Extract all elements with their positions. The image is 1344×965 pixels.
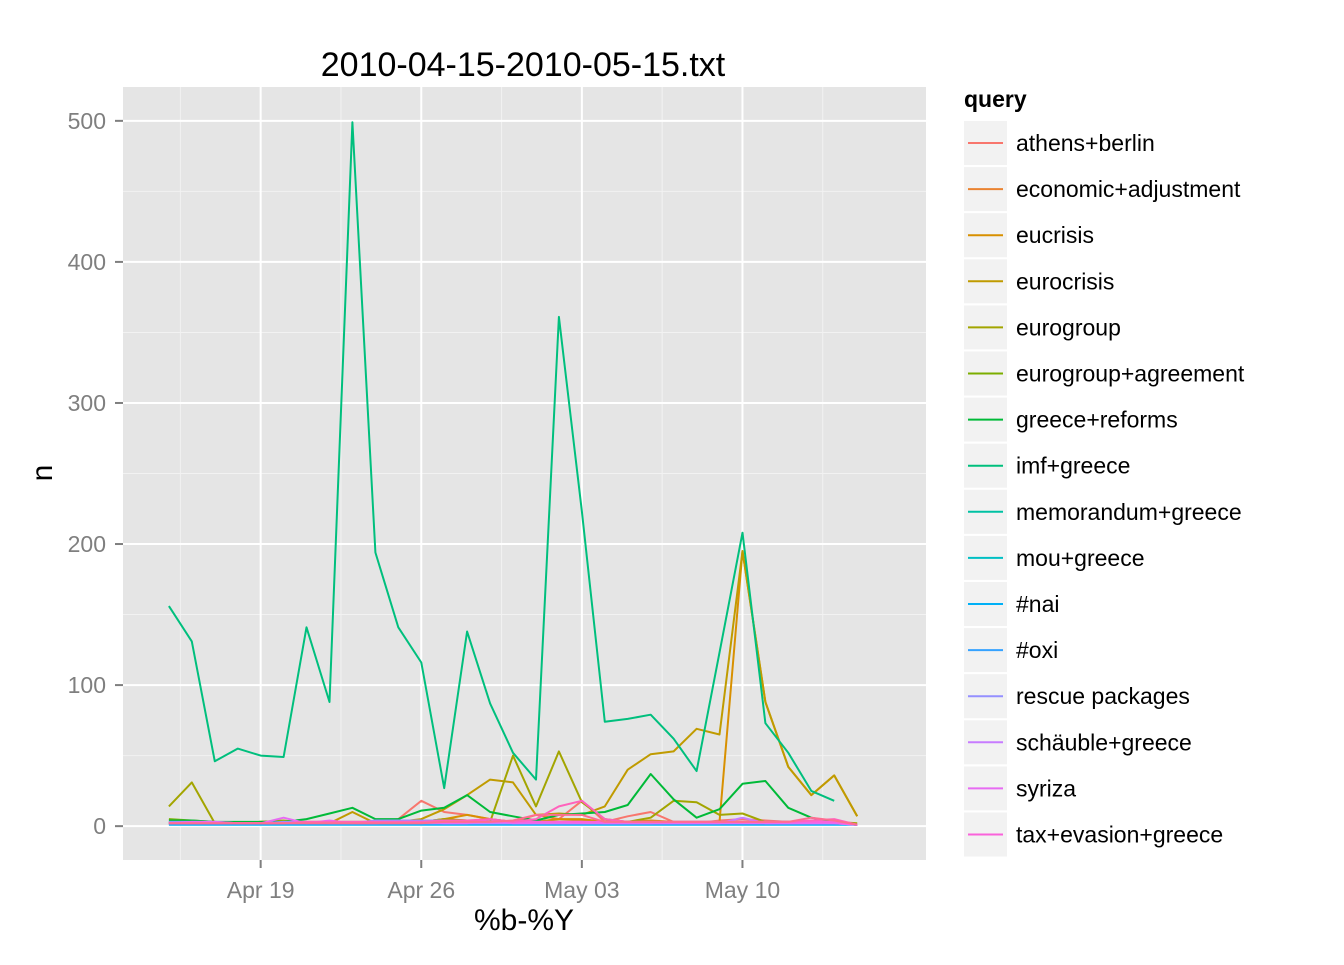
legend-items: athens+berlin economic+adjustment eucrisis… <box>964 121 1245 857</box>
chart-title: 2010-04-15-2010-05-15.txt <box>321 46 726 84</box>
legend-label-mou-greece: mou+greece <box>1016 545 1145 571</box>
x-tick-label: Apr 26 <box>387 877 455 903</box>
legend-label-eurocrisis: eurocrisis <box>1016 268 1114 294</box>
legend-label-economic-adjustment: economic+adjustment <box>1016 176 1241 202</box>
legend: query athens+berlin economic+adjustment eu… <box>964 86 1245 857</box>
legend-label-tax-evasion-greece: tax+evasion+greece <box>1016 822 1223 848</box>
y-tick-label: 200 <box>68 531 106 557</box>
legend-label-imf-greece: imf+greece <box>1016 453 1130 479</box>
x-tick-label: May 10 <box>705 877 780 903</box>
legend-label-eurogroup: eurogroup <box>1016 314 1121 340</box>
legend-label-rescue-packages: rescue packages <box>1016 683 1190 709</box>
series-line-imf-greece <box>168 121 835 802</box>
x-tick-label: May 03 <box>544 877 619 903</box>
y-tick-label: 100 <box>68 672 106 698</box>
legend-label-eurogroup-agreement: eurogroup+agreement <box>1016 361 1245 387</box>
y-tick-label: 400 <box>68 249 106 275</box>
y-axis-label: n <box>26 465 59 482</box>
legend-label-oxi: #oxi <box>1016 637 1058 663</box>
y-axis: 0 100 200 300 400 500 <box>68 108 123 839</box>
x-tick-label: Apr 19 <box>227 877 295 903</box>
x-axis: Apr 19 Apr 26 May 03 May 10 <box>227 860 780 903</box>
y-tick-label: 500 <box>68 108 106 134</box>
y-tick-label: 300 <box>68 390 106 416</box>
legend-label-greece-reforms: greece+reforms <box>1016 407 1178 433</box>
legend-label-memorandum-greece: memorandum+greece <box>1016 499 1242 525</box>
series-line-eurogroup <box>168 750 858 825</box>
y-tick-label: 0 <box>93 813 106 839</box>
legend-label-syriza: syriza <box>1016 775 1076 801</box>
series-line-unnamed <box>168 813 858 826</box>
series-line-syriza <box>168 816 858 826</box>
major-gridlines <box>123 87 926 860</box>
series-lines <box>168 121 859 826</box>
legend-label-eucrisis: eucrisis <box>1016 222 1094 248</box>
legend-label-nai: #nai <box>1016 591 1059 617</box>
legend-label-sch-uble-greece: schäuble+greece <box>1016 729 1192 755</box>
legend-label-athens-berlin: athens+berlin <box>1016 130 1155 156</box>
minor-gridlines <box>123 87 926 860</box>
x-axis-label: %b-%Y <box>474 904 574 937</box>
legend-title: query <box>964 86 1027 112</box>
